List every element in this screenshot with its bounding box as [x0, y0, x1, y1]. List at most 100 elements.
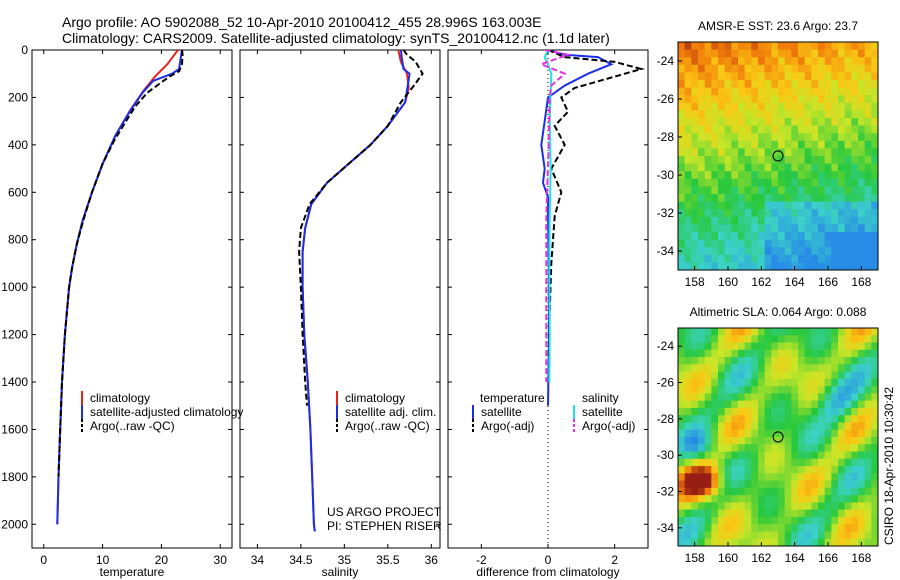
map-cell — [818, 466, 826, 474]
map-cell — [798, 415, 806, 423]
map-cell — [771, 209, 779, 218]
map-cell — [811, 400, 819, 409]
map-cell — [791, 80, 799, 88]
map-cell — [744, 516, 752, 525]
map-cell — [724, 194, 732, 202]
map-cell — [864, 480, 872, 489]
map-cell — [758, 393, 766, 402]
map-cell — [838, 509, 846, 518]
map-cell — [738, 171, 746, 180]
map-cell — [698, 156, 706, 164]
map-cell — [864, 262, 872, 271]
map-cell — [844, 64, 852, 73]
map-cell — [844, 509, 852, 518]
map-cell — [798, 64, 806, 73]
map-cell — [698, 400, 706, 409]
map-cell — [758, 178, 766, 187]
map-cell — [684, 262, 692, 271]
map-cell — [798, 224, 806, 233]
map-cell — [684, 371, 692, 380]
map-cell — [698, 524, 706, 532]
map-cell — [678, 393, 686, 402]
map-cell — [691, 118, 699, 126]
series-line — [57, 50, 184, 477]
y-tick-label: 1200 — [1, 328, 28, 342]
map-cell — [744, 148, 752, 157]
map-cell — [811, 495, 819, 503]
map-cell — [798, 49, 806, 58]
map-cell — [864, 444, 872, 452]
map-cell — [831, 378, 839, 387]
map-cell — [738, 148, 746, 157]
map-cell — [711, 509, 719, 518]
map-cell — [751, 148, 759, 157]
y-tick-label: 400 — [8, 138, 28, 152]
map-cell — [704, 466, 712, 474]
map-cell — [744, 509, 752, 518]
map-cell — [818, 156, 826, 164]
map-cell — [838, 378, 846, 387]
map-cell — [691, 415, 699, 423]
map-cell — [871, 335, 879, 343]
map-cell — [711, 429, 719, 438]
map-cell — [711, 110, 719, 119]
map-cell — [858, 524, 866, 532]
map-cell — [864, 516, 872, 525]
map-cell — [751, 538, 759, 547]
map-cell — [864, 364, 872, 372]
map-cell — [871, 480, 879, 489]
map-cell — [831, 57, 839, 66]
map-cell — [778, 133, 786, 142]
map-cell — [711, 209, 719, 218]
map-cell — [731, 531, 739, 540]
map-cell — [758, 224, 766, 233]
map-cell — [751, 209, 759, 218]
map-cell — [818, 415, 826, 423]
map-cell — [831, 95, 839, 104]
map-cell — [678, 239, 686, 248]
legend-label: satellite — [582, 405, 623, 419]
map-cell — [711, 407, 719, 416]
map-cell — [871, 194, 879, 202]
map-cell — [738, 386, 746, 394]
map-cell — [824, 194, 832, 202]
map-cell — [711, 201, 719, 210]
map-cell — [678, 386, 686, 394]
map-cell — [831, 466, 839, 474]
map-cell — [784, 247, 792, 256]
map-cell — [844, 186, 852, 195]
map-cell — [778, 171, 786, 180]
map-cell — [691, 473, 699, 481]
map-cell — [804, 509, 812, 518]
map-cell — [684, 480, 692, 489]
map-cell — [851, 415, 859, 423]
map-cell — [744, 495, 752, 503]
map-cell — [784, 49, 792, 58]
map-cell — [798, 87, 806, 96]
map-cell — [818, 118, 826, 126]
map-cell — [764, 509, 772, 518]
map-cell — [844, 201, 852, 210]
map-cell — [758, 487, 766, 496]
map-cell — [778, 349, 786, 358]
map-cell — [778, 254, 786, 263]
map-cell — [791, 95, 799, 104]
map-cell — [824, 364, 832, 372]
map-cell — [818, 531, 826, 540]
map-cell — [744, 524, 752, 532]
map-cell — [858, 444, 866, 452]
map-cell — [824, 148, 832, 157]
map-cell — [791, 393, 799, 402]
map-cell — [858, 349, 866, 358]
map-cell — [871, 125, 879, 134]
map-cell — [684, 444, 692, 452]
map-cell — [678, 458, 686, 467]
map-cell — [851, 429, 859, 438]
map-cell — [778, 516, 786, 525]
map-cell — [718, 444, 726, 452]
map-cell — [811, 516, 819, 525]
map-cell — [851, 42, 859, 50]
map-cell — [844, 502, 852, 511]
map-cell — [871, 102, 879, 111]
map-cell — [764, 95, 772, 104]
